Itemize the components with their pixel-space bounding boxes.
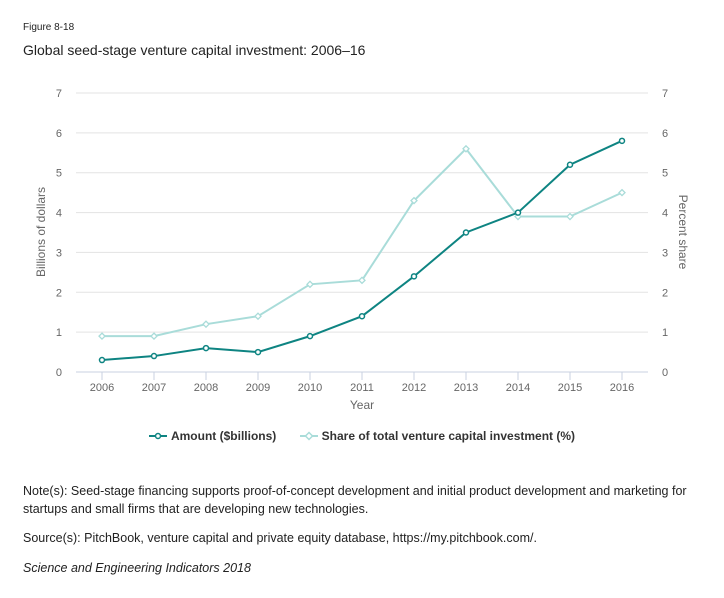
y2-tick-label: 2: [662, 287, 668, 299]
circle-marker-icon: [148, 432, 167, 440]
y2-tick-label: 3: [662, 247, 668, 259]
y-tick-label: 4: [56, 208, 62, 220]
y-axis-label: Billions of dollars: [34, 187, 48, 277]
y2-tick-label: 7: [662, 88, 668, 100]
y-tick-label: 7: [56, 88, 62, 100]
y2-tick-label: 1: [662, 327, 668, 339]
line-chart: 0 0 1 1 2 2 3 3 4 4 5 5 6 6 7 7 2006 2007 2008 2009 2010 2011…: [34, 88, 690, 412]
diamond-marker-icon: [299, 431, 318, 441]
data-point: [514, 212, 522, 221]
data-point: [254, 312, 262, 321]
data-point: [514, 209, 522, 216]
x-tick-label: 2012: [402, 382, 426, 394]
y-tick-label: 3: [56, 247, 62, 259]
y2-tick-label: 6: [662, 128, 668, 140]
data-point: [462, 144, 470, 153]
data-point: [202, 320, 210, 329]
x-tick-label: 2007: [142, 382, 166, 394]
x-tick-label: 2006: [90, 382, 114, 394]
x-tick-label: 2016: [610, 382, 634, 394]
data-point: [566, 161, 574, 168]
data-point: [150, 352, 158, 360]
data-point: [98, 356, 106, 364]
y-tick-label: 0: [56, 367, 62, 379]
data-point: [254, 348, 262, 356]
y-tick-label: 6: [56, 128, 62, 140]
data-point: [410, 196, 418, 205]
source: Source(s): PitchBook, venture capital an…: [23, 531, 537, 545]
series-line: [101, 139, 623, 362]
x-tick-label: 2008: [194, 382, 218, 394]
data-point: [618, 137, 626, 145]
x-tick-label: 2009: [246, 382, 270, 394]
data-point: [618, 188, 626, 197]
data-point: [358, 276, 366, 285]
data-point: [202, 344, 210, 352]
x-axis-label: Year: [350, 398, 374, 412]
figure-label: Figure 8-18: [23, 22, 75, 33]
x-tick-label: 2013: [454, 382, 478, 394]
x-tick-label: 2015: [558, 382, 582, 394]
data-point: [566, 212, 574, 221]
data-point: [150, 332, 158, 341]
publication: Science and Engineering Indicators 2018: [23, 561, 251, 575]
y-tick-label: 1: [56, 327, 62, 339]
series-line: [102, 147, 623, 338]
legend-label: Amount ($billions): [170, 429, 277, 443]
data-point: [98, 332, 106, 341]
chart-title: Global seed-stage venture capital invest…: [23, 42, 366, 58]
x-tick-label: 2014: [506, 382, 530, 394]
y2-axis-label: Percent share: [676, 195, 690, 270]
x-tick-label: 2011: [350, 382, 374, 394]
x-tick-label: 2010: [298, 382, 322, 394]
y-tick-label: 5: [56, 168, 62, 180]
y2-tick-label: 5: [662, 168, 668, 180]
y2-tick-label: 0: [662, 367, 668, 379]
data-point: [462, 229, 470, 236]
legend-item-share[interactable]: Share of total venture capital investmen…: [299, 429, 576, 443]
data-point: [306, 332, 314, 340]
y2-tick-label: 4: [662, 208, 668, 220]
legend-label: Share of total venture capital investmen…: [321, 429, 576, 443]
note: Note(s): Seed-stage financing supports p…: [23, 484, 687, 516]
legend: Amount ($billions) Share of total ventur…: [0, 429, 724, 444]
y-tick-label: 2: [56, 287, 62, 299]
data-point: [306, 280, 314, 289]
data-point: [410, 273, 418, 280]
data-point: [358, 312, 366, 320]
legend-item-amount[interactable]: Amount ($billions): [148, 429, 277, 443]
